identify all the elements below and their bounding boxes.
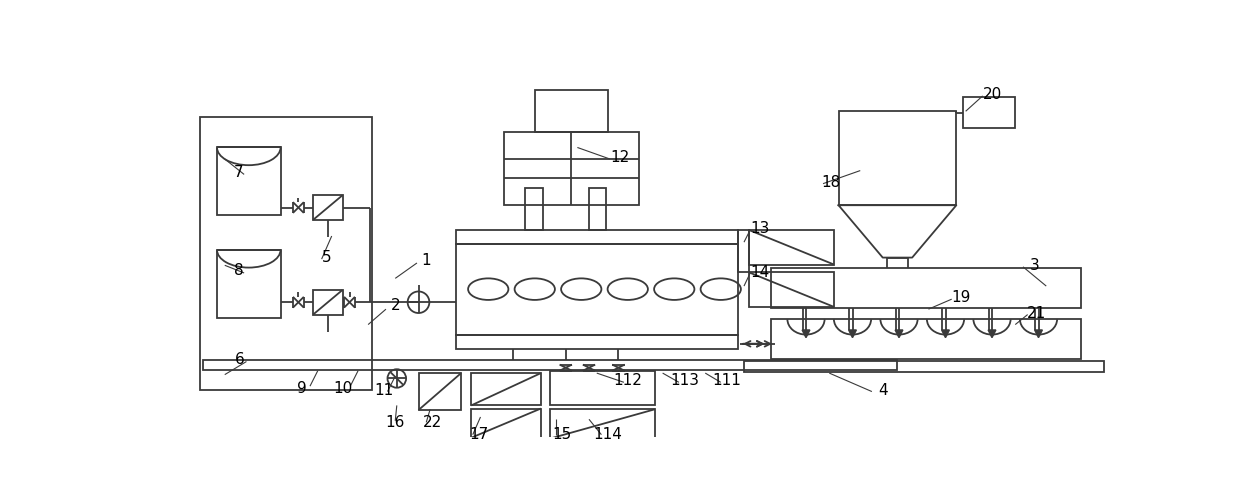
Text: 22: 22 <box>423 415 443 430</box>
Text: 19: 19 <box>951 290 971 305</box>
Text: 2: 2 <box>391 298 401 313</box>
Bar <box>534 90 609 132</box>
Text: 13: 13 <box>750 221 769 236</box>
Bar <box>551 371 655 406</box>
Text: 3: 3 <box>1029 258 1039 273</box>
Bar <box>771 319 1081 359</box>
Text: 8: 8 <box>234 263 243 278</box>
Text: 5: 5 <box>322 250 332 265</box>
Bar <box>962 97 1016 128</box>
Polygon shape <box>802 330 810 338</box>
Bar <box>771 269 1081 308</box>
Text: 111: 111 <box>713 373 742 388</box>
Bar <box>312 195 342 220</box>
Text: 113: 113 <box>671 373 699 388</box>
Polygon shape <box>1034 330 1043 338</box>
Bar <box>203 360 897 370</box>
Bar <box>471 373 541 406</box>
Bar <box>217 250 280 318</box>
Polygon shape <box>848 330 857 338</box>
Text: 1: 1 <box>422 253 432 268</box>
Text: 21: 21 <box>1027 305 1047 321</box>
Bar <box>471 409 541 438</box>
Bar <box>456 244 738 335</box>
Polygon shape <box>941 330 950 338</box>
Bar <box>312 290 342 315</box>
Bar <box>749 272 833 307</box>
Bar <box>419 373 461 410</box>
Text: 11: 11 <box>374 382 394 398</box>
Text: 12: 12 <box>610 150 630 165</box>
Polygon shape <box>895 330 903 338</box>
Polygon shape <box>988 330 996 338</box>
Bar <box>526 188 543 230</box>
Text: 6: 6 <box>236 352 246 367</box>
Text: 20: 20 <box>982 87 1002 102</box>
Bar <box>217 147 280 215</box>
Text: 7: 7 <box>234 165 243 180</box>
Text: 4: 4 <box>879 382 888 398</box>
Bar <box>551 409 655 438</box>
Bar <box>456 335 738 349</box>
Bar <box>200 117 372 390</box>
Bar <box>503 132 640 205</box>
Bar <box>456 230 738 244</box>
Text: 17: 17 <box>469 427 489 442</box>
Text: 14: 14 <box>750 266 769 280</box>
Text: 112: 112 <box>614 373 642 388</box>
Text: 114: 114 <box>593 427 622 442</box>
Bar <box>738 230 749 272</box>
Bar <box>838 111 956 205</box>
Bar <box>589 188 606 230</box>
Text: 9: 9 <box>298 381 308 396</box>
Text: 10: 10 <box>334 381 353 396</box>
Text: 18: 18 <box>821 175 841 190</box>
Text: 15: 15 <box>552 427 572 442</box>
Bar <box>749 230 833 265</box>
Text: 16: 16 <box>386 415 405 430</box>
Bar <box>744 361 1105 372</box>
